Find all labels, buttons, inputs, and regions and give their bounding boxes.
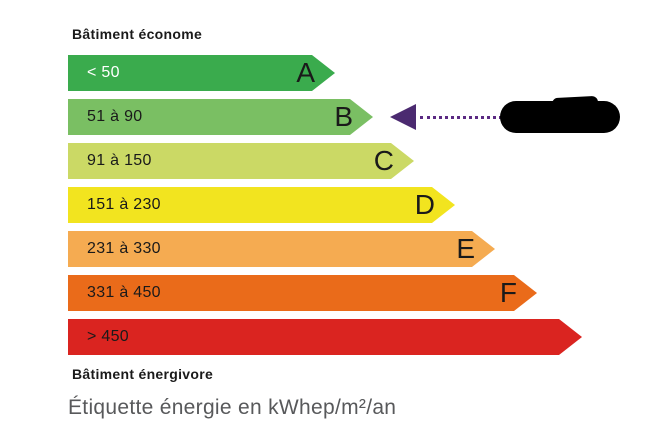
energy-range-b: 51 à 90 (87, 108, 143, 125)
energy-bar-c: 91 à 150 C (68, 143, 414, 179)
energy-letter-e: E (456, 233, 475, 264)
energy-letter-a: A (296, 57, 315, 88)
energy-letter-d: D (414, 189, 435, 220)
energy-range-c: 91 à 150 (87, 152, 152, 169)
energy-letter-b: B (334, 101, 353, 132)
energy-bar-a: < 50 A (68, 55, 335, 91)
redacted-value-marker (500, 101, 620, 133)
energy-range-e: 231 à 330 (87, 240, 161, 257)
energy-intensive-building-label: Bâtiment énergivore (72, 366, 214, 382)
pointer-dotted-line (420, 116, 502, 119)
energy-bar-d: 151 à 230 D (68, 187, 455, 223)
energy-letter-f: F (499, 277, 517, 308)
energy-bar-b: 51 à 90 B (68, 99, 373, 135)
energy-label-caption: Étiquette énergie en kWhep/m²/an (68, 396, 397, 419)
energy-letter-c: C (373, 145, 394, 176)
energy-bar-g: > 450 (68, 319, 582, 355)
energy-range-a: < 50 (87, 64, 120, 81)
energy-bar-e: 231 à 330 E (68, 231, 495, 267)
economical-building-label: Bâtiment économe (72, 26, 203, 42)
energy-range-g: > 450 (87, 328, 129, 345)
energy-range-f: 331 à 450 (87, 284, 161, 301)
selected-class-arrow-icon (390, 104, 416, 130)
energy-range-d: 151 à 230 (87, 196, 161, 213)
energy-bar-f: 331 à 450 F (68, 275, 537, 311)
